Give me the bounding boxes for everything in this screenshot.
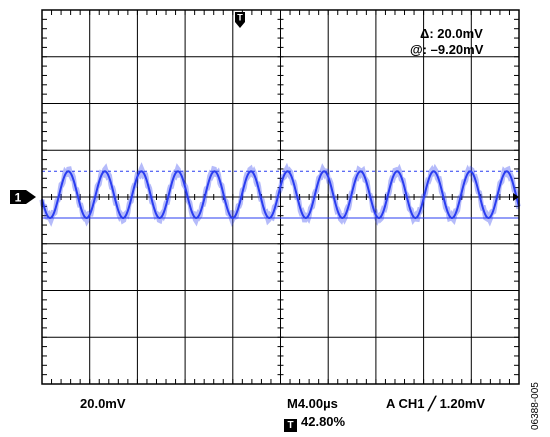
markers: 1T	[10, 12, 519, 205]
trigger-position-marker	[235, 12, 245, 22]
cursor-position-readout: @: –9.20mV	[410, 42, 484, 57]
figure-id: 06388-005	[530, 382, 541, 430]
trigger-position-marker-label: T	[237, 13, 243, 23]
channel-1-ground-arrow	[26, 190, 36, 204]
timebase-label: M4.00µs	[287, 396, 338, 411]
trigger-level-marker	[513, 193, 519, 201]
trigger-position-value: 42.80%	[301, 414, 346, 429]
trigger-position-readout: T 42.80%	[284, 414, 345, 432]
channel-1-trace	[39, 162, 521, 228]
channel-1-marker-label: 1	[15, 191, 22, 205]
trigger-setting-label: A CH1 ╱ 1.20mV	[386, 396, 486, 411]
graticule-grid	[41, 9, 520, 385]
channel-1-ground-marker	[10, 190, 26, 204]
ch1-scale-label: 20.0mV	[80, 396, 126, 411]
trace-line	[41, 170, 520, 220]
delta-readout: Δ: 20.0mV	[420, 26, 483, 41]
trigger-position-arrow	[235, 22, 245, 28]
trigger-position-icon: T	[284, 419, 297, 432]
